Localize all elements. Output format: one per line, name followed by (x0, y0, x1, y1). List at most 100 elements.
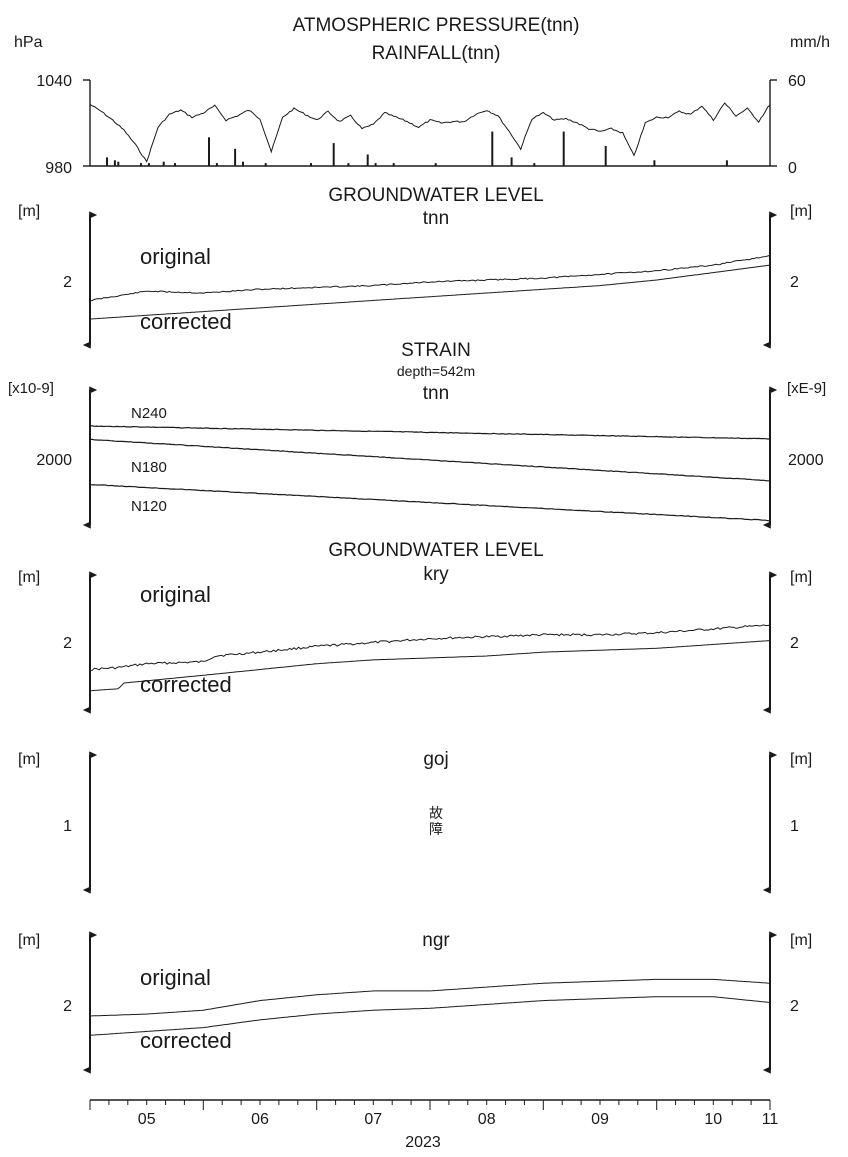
groundwater-tnn-original-line (89, 254, 771, 302)
rainfall-bar (147, 163, 150, 166)
rainfall-bar (725, 160, 728, 166)
month-label: 09 (591, 1111, 609, 1128)
groundwater-tnn-right-unit: [m] (790, 203, 812, 220)
groundwater-kry-corrected-label: corrected (140, 672, 232, 697)
groundwater-tnn-corrected-line (89, 264, 771, 320)
strain-right-tick: 2000 (788, 452, 824, 469)
month-label: 07 (364, 1111, 382, 1128)
panel-ngr: ngr [m] [m] 2 2 original corrected (18, 930, 812, 1074)
goj-left-tick: 1 (63, 818, 72, 835)
rainfall-bar (242, 161, 244, 166)
rainfall-bar (332, 143, 335, 166)
ngr-left-unit: [m] (18, 932, 40, 949)
rainfall-bar (310, 163, 312, 166)
ngr-original-line (89, 978, 771, 1017)
groundwater-kry-title: GROUNDWATER LEVEL (328, 540, 543, 561)
rainfall-bar (374, 163, 377, 166)
rainfall-bar (491, 131, 494, 166)
panel-groundwater-tnn: GROUNDWATER LEVEL tnn [m] [m] 2 2 origin… (18, 185, 812, 349)
groundwater-kry-right-tick: 2 (790, 635, 799, 652)
ngr-right-unit: [m] (790, 932, 812, 949)
rainfall-right-tick-bottom: 0 (788, 160, 797, 177)
month-label: 08 (478, 1111, 496, 1128)
groundwater-kry-original-label: original (140, 582, 211, 607)
time-axis-year-label: 2023 (405, 1134, 441, 1151)
pressure-title: ATMOSPHERIC PRESSURE(tnn) (293, 15, 580, 36)
strain-depth-note: depth=542m (397, 363, 475, 379)
goj-right-tick: 1 (790, 818, 799, 835)
rainfall-bar (604, 145, 607, 166)
groundwater-kry-left-tick: 2 (63, 635, 72, 652)
rainfall-bar (140, 163, 142, 166)
pressure-left-tick-bottom: 980 (45, 160, 72, 177)
strain-n240-label: N240 (131, 405, 167, 422)
goj-malfunction-note: 故障 (429, 805, 443, 837)
panel-strain: STRAIN depth=542m tnn [x10-9] [xE-9] 200… (8, 340, 826, 529)
rainfall-bar (347, 163, 350, 166)
month-label: 11 (762, 1111, 779, 1128)
strain-site: tnn (423, 383, 449, 404)
groundwater-tnn-site: tnn (423, 208, 449, 229)
goj-site: goj (423, 749, 448, 770)
rainfall-bar (215, 163, 218, 166)
rainfall-series (106, 131, 728, 166)
groundwater-kry-left-unit: [m] (18, 569, 40, 586)
strain-n240-line (90, 425, 771, 440)
groundwater-kry-corrected-line (89, 640, 771, 692)
rainfall-bar (366, 154, 369, 166)
panel-groundwater-kry: GROUNDWATER LEVEL kry [m] [m] 2 2 origin… (18, 540, 812, 714)
month-label: 10 (704, 1111, 722, 1128)
rainfall-bar (208, 137, 210, 166)
rainfall-bar (106, 157, 108, 166)
ngr-corrected-line (89, 996, 771, 1036)
rainfall-bar (174, 163, 176, 166)
rainfall-bar (562, 131, 565, 166)
rainfall-bar (653, 160, 656, 166)
panel-goj: goj [m] [m] 1 1 故障 (18, 749, 812, 894)
groundwater-tnn-left-unit: [m] (18, 203, 40, 220)
rainfall-bar (533, 163, 536, 166)
groundwater-tnn-title: GROUNDWATER LEVEL (328, 185, 543, 206)
strain-n180-line (90, 438, 770, 482)
rainfall-bar (234, 148, 237, 166)
ngr-left-tick: 2 (63, 998, 72, 1015)
ngr-site: ngr (422, 930, 450, 951)
ngr-right-tick: 2 (790, 998, 799, 1015)
pressure-left-unit: hPa (14, 34, 43, 51)
rainfall-bar (113, 160, 116, 166)
rainfall-subtitle: RAINFALL(tnn) (372, 43, 501, 64)
ngr-original-label: original (140, 965, 211, 990)
groundwater-kry-original-line (89, 624, 771, 671)
rainfall-bar (510, 157, 513, 166)
panel-pressure: ATMOSPHERIC PRESSURE(tnn) RAINFALL(tnn) … (14, 15, 830, 177)
groundwater-kry-site: kry (423, 564, 449, 585)
groundwater-kry-right-unit: [m] (790, 569, 812, 586)
time-axis-month-labels: 05 06 07 08 09 10 11 (138, 1111, 779, 1128)
rainfall-bar (117, 161, 120, 166)
time-axis: 05 06 07 08 09 10 11 2023 (89, 1099, 779, 1151)
pressure-left-tick-top: 1040 (36, 73, 72, 90)
rainfall-bar (434, 163, 437, 166)
strain-left-tick: 2000 (36, 452, 72, 469)
strain-title: STRAIN (401, 340, 471, 361)
strain-right-unit: [xE-9] (787, 380, 826, 397)
strain-n120-line (89, 483, 770, 522)
pressure-right-unit: mm/h (790, 34, 830, 51)
time-axis-ticks (89, 1100, 771, 1110)
goj-left-unit: [m] (18, 751, 40, 768)
groundwater-tnn-original-label: original (140, 244, 211, 269)
month-label: 05 (138, 1111, 156, 1128)
ngr-corrected-label: corrected (140, 1028, 232, 1053)
strain-n120-label: N120 (131, 498, 167, 515)
month-label: 06 (251, 1111, 269, 1128)
rainfall-bar (162, 161, 165, 166)
strain-left-unit: [x10-9] (8, 380, 54, 397)
strain-n180-label: N180 (131, 459, 167, 476)
pressure-series-line (89, 102, 771, 163)
goj-right-unit: [m] (790, 751, 812, 768)
groundwater-tnn-corrected-label: corrected (140, 309, 232, 334)
rainfall-bar (264, 163, 267, 166)
groundwater-tnn-left-tick: 2 (63, 274, 72, 291)
groundwater-tnn-right-tick: 2 (790, 274, 799, 291)
